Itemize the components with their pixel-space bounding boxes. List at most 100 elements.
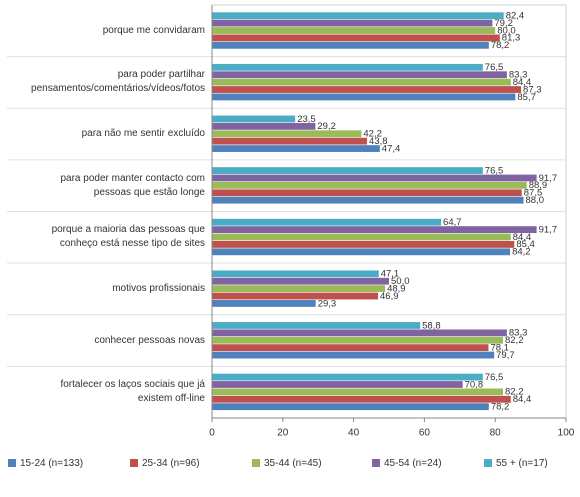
value-label: 83,3 bbox=[509, 70, 527, 81]
value-label: 87,3 bbox=[523, 84, 542, 95]
value-label: 76,5 bbox=[485, 372, 504, 383]
value-label: 47,1 bbox=[381, 269, 400, 280]
value-label: 84,4 bbox=[513, 77, 532, 88]
bar bbox=[212, 300, 316, 307]
legend-label: 55 + (n=17) bbox=[496, 458, 548, 469]
legend-label: 45-54 (n=24) bbox=[384, 458, 442, 469]
category-label-box: porque me convidaram bbox=[102, 24, 205, 36]
value-label: 80,0 bbox=[497, 25, 516, 36]
value-label: 78,2 bbox=[491, 402, 510, 413]
legend-swatch bbox=[130, 459, 138, 467]
value-label: 70,8 bbox=[465, 379, 484, 390]
x-tick-label: 0 bbox=[209, 428, 215, 439]
bar bbox=[212, 63, 483, 71]
value-label: 81,3 bbox=[502, 33, 521, 44]
value-label: 84,4 bbox=[513, 394, 532, 405]
category-label-box: motivos profissionais bbox=[112, 282, 205, 294]
legend-label: 25-34 (n=96) bbox=[142, 458, 200, 469]
x-tick-label: 60 bbox=[419, 428, 431, 439]
category-label: porque me convidaram bbox=[102, 24, 205, 36]
bar bbox=[212, 34, 500, 42]
bar bbox=[212, 12, 504, 20]
value-label: 82,2 bbox=[505, 335, 524, 346]
category-label: para não me sentir excluído bbox=[81, 128, 205, 140]
category-label-box: para não me sentir excluído bbox=[81, 128, 205, 140]
bar bbox=[212, 71, 507, 79]
bar bbox=[212, 174, 537, 182]
value-label: 42,2 bbox=[363, 129, 382, 140]
legend-swatch bbox=[8, 459, 16, 467]
value-label: 78,1 bbox=[490, 342, 509, 353]
bar bbox=[212, 167, 483, 174]
bar bbox=[212, 395, 511, 403]
value-label: 47,4 bbox=[382, 143, 401, 154]
value-label: 88,0 bbox=[526, 195, 545, 206]
bar bbox=[212, 145, 380, 152]
value-label: 85,4 bbox=[516, 239, 535, 250]
category-label-box: para poder manter contacto com pessoas q… bbox=[60, 173, 205, 198]
value-label: 84,2 bbox=[512, 247, 531, 258]
bar bbox=[212, 388, 503, 396]
category-label: porque a maioria das pessoas que conheço… bbox=[51, 224, 205, 250]
value-label: 91,7 bbox=[539, 173, 558, 184]
bar bbox=[212, 322, 421, 329]
value-label: 29,3 bbox=[318, 298, 337, 309]
bar bbox=[212, 181, 527, 189]
value-label: 91,7 bbox=[539, 224, 558, 235]
value-label: 78,2 bbox=[491, 40, 510, 51]
value-label: 87,5 bbox=[524, 188, 543, 199]
category-label: fortalecer os laços sociais que já exist… bbox=[60, 379, 205, 405]
bar bbox=[212, 336, 503, 344]
bar bbox=[212, 285, 386, 293]
value-label: 43,8 bbox=[369, 136, 388, 147]
bar bbox=[212, 226, 537, 234]
legend-swatch bbox=[372, 459, 380, 467]
category-label: conhecer pessoas novas bbox=[94, 334, 205, 346]
bar bbox=[212, 19, 493, 27]
bar bbox=[212, 373, 483, 381]
bar bbox=[212, 196, 524, 204]
value-label: 82,2 bbox=[505, 387, 524, 398]
bar bbox=[212, 248, 511, 256]
bar bbox=[212, 122, 316, 130]
value-label: 79,7 bbox=[496, 350, 515, 361]
bar bbox=[212, 86, 522, 93]
bar bbox=[212, 115, 296, 123]
category-label-box: fortalecer os laços sociais que já exist… bbox=[60, 379, 205, 405]
legend-swatch bbox=[252, 459, 260, 467]
bar bbox=[212, 381, 463, 388]
bar bbox=[212, 189, 522, 197]
category-label: motivos profissionais bbox=[112, 282, 205, 294]
value-label: 84,4 bbox=[513, 232, 532, 243]
value-label: 46,9 bbox=[380, 291, 399, 302]
x-tick-label: 20 bbox=[277, 428, 289, 439]
bar bbox=[212, 241, 515, 248]
x-tick-label: 100 bbox=[558, 428, 575, 439]
value-label: 64,7 bbox=[443, 217, 462, 228]
category-label-box: para poder partilhar pensamentos/comentá… bbox=[31, 69, 205, 95]
value-label: 82,4 bbox=[506, 11, 525, 22]
value-label: 83,3 bbox=[509, 328, 527, 339]
value-label: 48,9 bbox=[387, 283, 406, 294]
bar bbox=[212, 344, 489, 352]
bar bbox=[212, 277, 389, 285]
category-label: para poder partilhar pensamentos/comentá… bbox=[31, 69, 205, 95]
bar bbox=[212, 403, 489, 411]
legend-label: 35-44 (n=45) bbox=[264, 458, 322, 469]
value-label: 76,5 bbox=[485, 165, 504, 176]
bar bbox=[212, 130, 362, 138]
x-tick-label: 40 bbox=[348, 428, 360, 439]
category-label-box: conhecer pessoas novas bbox=[94, 334, 205, 346]
x-tick-label: 80 bbox=[490, 428, 502, 439]
category-label-box: porque a maioria das pessoas que conheço… bbox=[51, 224, 205, 250]
bar bbox=[212, 27, 496, 34]
value-label: 58,8 bbox=[422, 320, 441, 331]
bar bbox=[212, 41, 489, 49]
value-label: 79,2 bbox=[494, 18, 513, 29]
legend-swatch bbox=[484, 459, 492, 467]
bar bbox=[212, 78, 511, 86]
value-label: 29,2 bbox=[317, 121, 336, 132]
bar bbox=[212, 351, 495, 359]
bar bbox=[212, 329, 507, 337]
